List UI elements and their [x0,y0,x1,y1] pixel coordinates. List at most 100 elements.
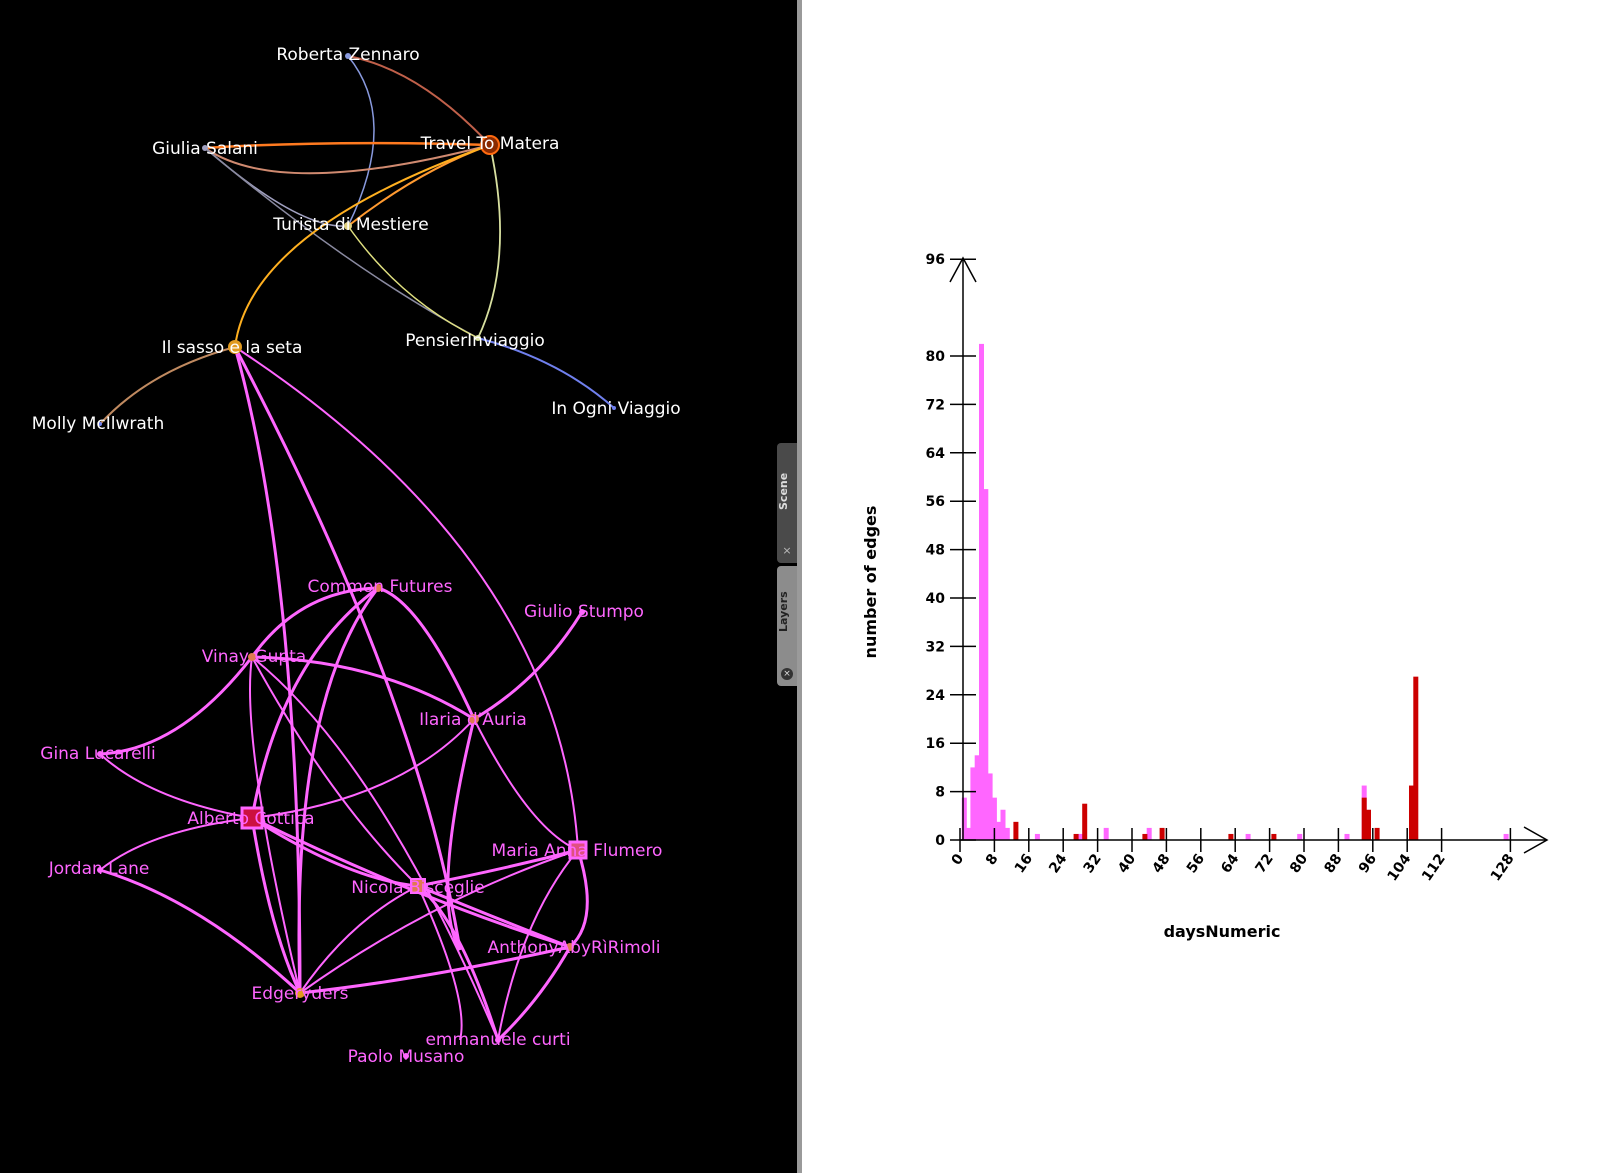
histogram-bar [983,489,989,840]
graph-edge [234,346,579,851]
close-icon[interactable]: × [781,668,793,680]
graph-node[interactable] [374,584,382,592]
histogram-bar [1004,827,1010,840]
histogram-bar [1146,827,1152,840]
x-tick-label: 8 [983,851,1002,868]
histogram-bar [1413,676,1419,840]
node-label: Gina Lucarelli [40,744,155,764]
node-label: Molly McIlwrath [32,414,164,434]
y-axis-arrow-icon [949,256,977,283]
graph-edge [299,849,579,994]
x-tick-label: 16 [1012,851,1036,876]
node-label: Vinay Gupta [202,647,306,667]
panel-splitter[interactable] [797,0,802,1173]
y-tick-label: 24 [926,688,946,704]
graph-node[interactable] [475,335,481,341]
node-label: Travel To Matera [420,134,560,154]
graph-node[interactable] [410,878,426,894]
node-label: Common Futures [308,577,453,597]
graph-node[interactable] [240,806,264,830]
graph-edge [568,849,589,949]
graph-edge [347,144,491,227]
graph-node[interactable] [568,840,588,860]
node-label: Edgeryders [252,984,349,1004]
histogram-bar [1366,809,1371,840]
edges-group-a [99,55,615,425]
x-tick-label: 64 [1218,851,1242,876]
graph-node[interactable] [403,1053,409,1059]
graph-edge [204,144,491,175]
node-label: Jordan Lane [48,859,150,879]
histogram-bar [1361,797,1367,840]
node-label: Alberto Cottica [187,809,314,829]
x-tick-label: 112 [1419,851,1449,884]
y-tick-label: 32 [926,639,945,655]
graph-edge [251,816,419,888]
graph-edge [204,141,491,150]
graph-edge [347,225,479,339]
tab-layers[interactable]: Layers × [777,566,797,686]
histogram-bar [970,767,976,840]
graph-canvas[interactable]: Roberta Zennaro Travel To Matera Giulia … [0,0,797,1173]
graph-node[interactable] [480,135,500,155]
node-label: Turista di Mestiere [272,215,428,235]
histogram-bar [1245,833,1251,840]
histogram-bar [1374,827,1380,840]
graph-node[interactable] [469,714,479,724]
y-ticks-group: 0 8 16 24 32 40 48 56 64 72 80 96 [926,252,976,849]
graph-edge [473,611,584,721]
graph-edge [496,946,572,1042]
edges-group-b [99,346,589,1042]
graph-node[interactable] [97,751,103,757]
x-tick-label: 24 [1046,851,1070,876]
graph-node[interactable] [495,1037,501,1043]
graph-edge [299,945,571,995]
network-graph[interactable]: Roberta Zennaro Travel To Matera Giulia … [0,0,797,1173]
graph-edge [417,848,579,888]
graph-node[interactable] [248,653,256,661]
y-tick-label: 56 [926,494,945,510]
graph-node[interactable] [579,609,585,615]
y-tick-label: 80 [926,349,946,365]
graph-node[interactable] [295,988,305,998]
graph-edge [477,144,501,339]
x-tick-label: 48 [1149,851,1173,876]
histogram-bar [987,773,993,840]
graph-edge [473,718,579,851]
graph-node[interactable] [98,422,102,426]
graph-node[interactable] [566,943,574,951]
graph-node[interactable] [97,867,103,873]
graph-edge [377,586,476,720]
histogram-bar [1013,821,1019,840]
graph-node[interactable] [345,53,351,59]
graph-edge [250,586,379,658]
node-label: PensierInviaggio [405,331,545,351]
histogram-bar [966,827,972,840]
x-tick-label: 104 [1385,851,1415,884]
histogram-bar [1503,833,1509,840]
node-label: Ilaria d'Auria [419,710,527,730]
node-label: Paolo Musano [348,1047,465,1067]
y-tick-label: 0 [935,833,945,849]
tab-scene[interactable]: Scene × [777,443,797,563]
graph-edge [417,885,463,1041]
y-tick-label: 72 [926,397,945,413]
graph-edge [347,55,375,227]
graph-node[interactable] [612,406,616,410]
graph-edge [99,868,302,995]
y-tick-label: 40 [926,591,946,607]
graph-edge [250,586,379,819]
x-axis-arrow-icon [1523,826,1549,854]
graph-edge [99,753,253,819]
histogram-bar [1142,833,1148,840]
graph-node[interactable] [228,340,242,354]
labels-group: Roberta Zennaro Travel To Matera Giulia … [32,45,681,1067]
graph-node[interactable] [202,145,208,151]
graph-edge [234,144,491,348]
close-icon[interactable]: × [782,544,792,557]
histogram-bar [1344,833,1350,840]
histogram-bar [961,797,967,840]
graph-edge [446,718,476,951]
graph-node[interactable] [344,222,352,230]
